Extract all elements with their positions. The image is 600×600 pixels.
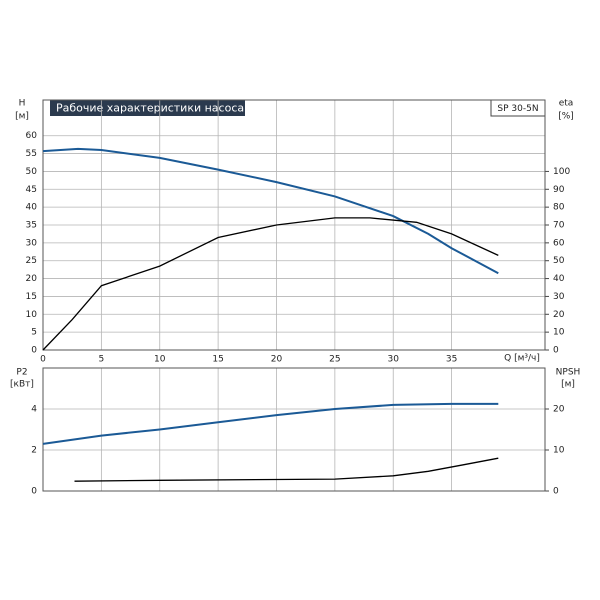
y2-tick-label: 70 <box>553 221 565 231</box>
x-label: Q [м³/ч] <box>504 354 540 364</box>
y-tick-label: 15 <box>26 292 37 302</box>
x-tick-label: 25 <box>329 355 340 365</box>
x-tick-label: 30 <box>388 355 400 365</box>
y2-tick-label: 50 <box>553 256 565 266</box>
y-tick-label: 2 <box>31 446 37 456</box>
y2-tick-label: 90 <box>553 185 565 195</box>
series-line <box>42 217 499 351</box>
y2-tick-label: 60 <box>553 238 565 248</box>
y-unit: [м] <box>15 112 29 122</box>
y-label: P2 <box>16 368 27 378</box>
y-tick-label: 5 <box>31 328 37 338</box>
y2-tick-label: 10 <box>553 446 565 456</box>
title-box <box>50 100 245 116</box>
x-tick-label: 0 <box>40 355 46 365</box>
y-tick-label: 4 <box>31 405 37 415</box>
y2-tick-label: 20 <box>553 310 565 320</box>
y-tick-label: 60 <box>26 131 38 141</box>
x-tick-label: 20 <box>271 355 283 365</box>
y2-tick-label: 40 <box>553 274 565 284</box>
y2-tick-label: 0 <box>553 346 559 356</box>
y-tick-label: 50 <box>26 167 38 177</box>
y-tick-label: 45 <box>26 185 37 195</box>
series-line <box>74 457 499 482</box>
x-tick-label: 5 <box>99 355 105 365</box>
plot-frame <box>42 99 546 351</box>
y2-tick-label: 0 <box>553 487 559 497</box>
y2-label: NPSH <box>556 368 581 378</box>
series-line <box>42 147 499 275</box>
x-tick-label: 35 <box>446 355 457 365</box>
chart-title: Рабочие характеристики насоса <box>56 102 244 115</box>
y2-tick-label: 100 <box>553 167 570 177</box>
y-tick-label: 0 <box>31 346 37 356</box>
y-tick-label: 40 <box>26 203 38 213</box>
y2-tick-label: 30 <box>553 292 565 302</box>
y-tick-label: 20 <box>26 274 38 284</box>
y-tick-label: 30 <box>26 238 38 248</box>
y-tick-label: 10 <box>26 310 38 320</box>
model-label: SP 30-5N <box>497 104 538 114</box>
y2-label: eta <box>559 99 574 109</box>
y-tick-label: 0 <box>31 487 37 497</box>
y-tick-label: 35 <box>26 221 37 231</box>
series-line <box>42 402 499 445</box>
y2-tick-label: 20 <box>553 405 565 415</box>
plot-frame <box>42 367 546 492</box>
y2-unit: [м] <box>561 380 575 390</box>
x-tick-label: 15 <box>212 355 223 365</box>
y-tick-label: 55 <box>26 149 37 159</box>
y2-unit: [%] <box>558 112 574 122</box>
y2-tick-label: 80 <box>553 203 565 213</box>
x-tick-label: 10 <box>154 355 166 365</box>
y-tick-label: 25 <box>26 256 37 266</box>
y2-tick-label: 10 <box>553 328 565 338</box>
y-label: H <box>19 99 26 109</box>
y-unit: [кВт] <box>10 380 34 390</box>
